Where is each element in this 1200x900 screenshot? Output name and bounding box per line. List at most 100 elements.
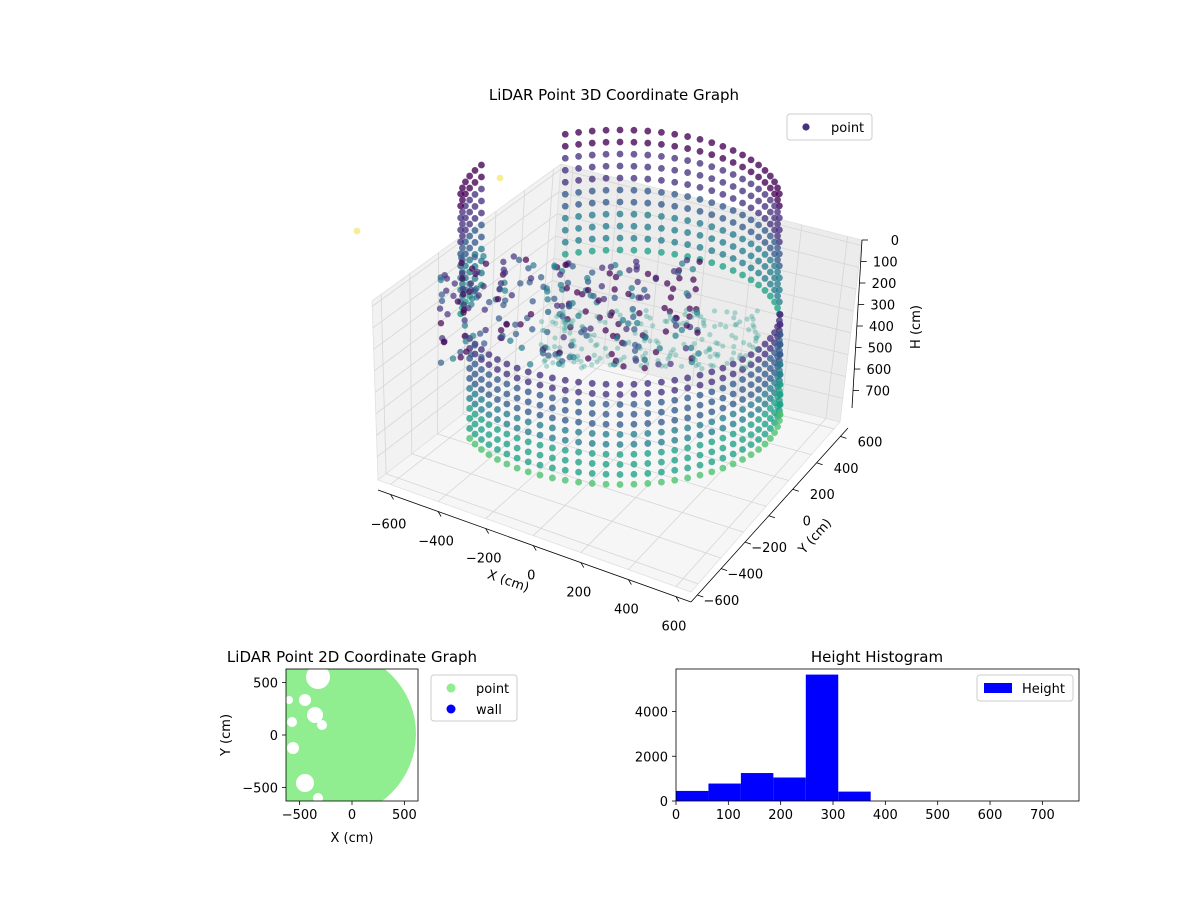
y-tick-label-3d: 400 [834,462,859,477]
legend-3d: point [786,113,873,141]
point-marker [708,199,716,207]
point-marker [543,343,549,350]
point-marker [444,311,451,318]
point-marker [747,451,755,459]
point-marker [608,350,615,358]
point-marker [561,446,569,454]
point-marker [719,364,727,372]
point-marker [613,334,620,342]
point-marker [630,430,638,438]
point-marker [747,168,755,176]
point-marker [463,348,470,355]
point-marker [513,414,521,422]
point-marker [776,381,784,388]
point-marker [747,360,753,366]
point-marker [755,446,762,453]
point-marker [644,380,652,387]
point-marker [761,420,769,428]
point-marker [696,135,704,143]
point-marker [739,259,746,267]
point-marker [443,287,450,294]
point-marker [667,315,674,321]
point-marker [729,380,737,388]
point-marker [630,222,638,230]
point-marker [545,309,551,315]
point-marker [708,388,716,396]
point-marker [611,286,618,293]
point-marker [641,286,648,293]
point-marker [602,410,610,418]
point-marker [747,156,755,164]
point-marker [707,347,713,353]
point-marker [634,319,641,327]
chart-2d: LiDAR Point 2D Coordinate Graph −500−500… [219,648,518,846]
point-marker [588,337,594,344]
point-marker [719,250,727,258]
point-marker [708,247,716,255]
point-marker [747,264,755,272]
point-marker [761,227,769,234]
point-marker [530,262,537,269]
point-marker [458,259,465,267]
point-marker [632,258,640,265]
point-marker [729,420,737,428]
point-marker [696,207,704,215]
point-marker [616,471,624,478]
point-marker [499,332,506,339]
point-marker [761,360,769,368]
point-marker [761,440,769,448]
point-marker [602,174,610,182]
point-marker [739,356,746,363]
point-marker [744,316,750,322]
point-marker [588,450,596,457]
point-marker [471,203,479,210]
point-marker [438,291,446,298]
point-marker [529,326,536,333]
point-marker [563,318,569,324]
point-marker [602,400,610,408]
point-marker [614,360,620,366]
point-marker [541,344,549,351]
point-marker [747,411,755,419]
point-marker [503,390,511,398]
point-marker [719,226,727,234]
point-marker [671,386,679,394]
point-marker [561,178,569,186]
point-marker [630,380,638,388]
histogram-bar [773,777,806,801]
point-marker [632,355,639,362]
point-marker [708,235,716,243]
point-marker [503,380,511,388]
point-marker [616,411,624,418]
legend-hist: Height [976,674,1074,702]
point-marker [478,353,485,361]
point-marker [578,329,585,336]
point-marker [696,183,704,191]
point-marker [561,456,569,464]
x-tick-label-3d: −400 [418,535,454,550]
point-marker [560,308,566,314]
outlier-point [353,227,361,235]
point-marker [630,198,638,206]
point-marker [595,297,602,304]
point-marker [602,345,608,351]
point-marker [537,274,545,281]
y-tick-label-3d: 600 [858,435,883,450]
point-marker [457,238,465,246]
point-marker [616,431,624,438]
point-marker [478,245,485,253]
point-marker [761,239,769,246]
point-marker [548,384,556,392]
point-marker [719,444,727,452]
y-tick-label-hist: 0 [660,795,668,810]
point-marker [471,420,479,428]
point-marker [602,480,610,488]
point-marker [631,311,638,317]
point-marker [755,209,762,217]
point-marker [460,306,468,314]
point-marker [766,268,774,276]
point-marker [536,471,544,479]
point-marker [548,454,556,462]
y-tick-label-3d: −400 [727,568,763,583]
point-marker [616,391,624,398]
